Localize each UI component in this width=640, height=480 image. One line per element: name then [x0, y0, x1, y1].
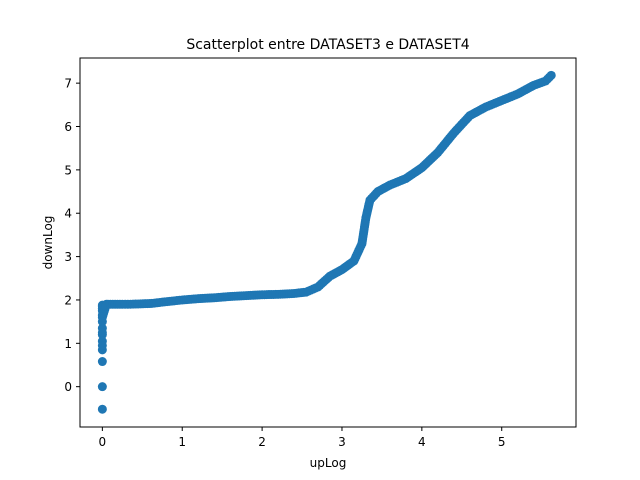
x-axis-ticks: 0 1 2 3 4 5	[99, 427, 506, 449]
scatter-point	[97, 327, 107, 337]
y-tick-label: 1	[64, 337, 72, 351]
scatter-point	[97, 404, 107, 414]
data-points	[97, 70, 556, 414]
y-axis-ticks: 0 1 2 3 4 5 6 7	[64, 77, 80, 394]
y-tick-label: 6	[64, 120, 72, 134]
y-tick-label: 2	[64, 293, 72, 307]
plot-frame	[79, 57, 577, 428]
y-tick-label: 4	[64, 207, 72, 221]
scatter-point	[97, 382, 107, 392]
y-tick-label: 3	[64, 250, 72, 264]
x-tick-label: 1	[178, 435, 186, 449]
y-tick-label: 5	[64, 163, 72, 177]
y-tick-label: 0	[64, 380, 72, 394]
x-tick-label: 5	[498, 435, 506, 449]
x-tick-label: 3	[338, 435, 346, 449]
x-axis-label: upLog	[310, 456, 347, 470]
x-tick-label: 0	[99, 435, 107, 449]
y-axis-label: downLog	[41, 216, 55, 270]
scatter-point	[97, 357, 107, 367]
scatter-point	[544, 72, 554, 82]
x-tick-label: 2	[258, 435, 266, 449]
chart-title: Scatterplot entre DATASET3 e DATASET4	[186, 37, 469, 53]
x-tick-label: 4	[418, 435, 426, 449]
y-tick-label: 7	[64, 77, 72, 91]
scatter-point	[97, 340, 107, 350]
